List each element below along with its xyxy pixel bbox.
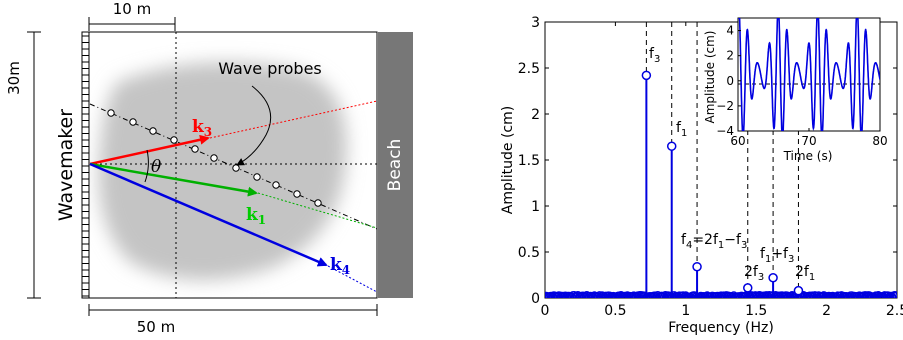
- k3-arrow: [89, 134, 210, 166]
- inset-ytick-label: 4: [726, 24, 734, 38]
- peak-label-f4: f4=2f1−f3: [681, 232, 747, 251]
- spectrum-ytick-label: 2: [531, 107, 540, 123]
- wave-probe: [272, 181, 280, 189]
- peak-label-f3: f3: [649, 46, 660, 65]
- spectrum-ytick-label: 0: [531, 291, 540, 307]
- inset-ylabel: Amplitude (cm): [703, 31, 717, 124]
- wavemaker-paddles: [81, 31, 90, 299]
- wave-probe: [149, 127, 157, 135]
- wave-probes-label: Wave probes: [218, 59, 322, 78]
- wave-probe: [253, 173, 261, 181]
- inset-series: [738, 18, 880, 131]
- wave-probe: [191, 145, 199, 153]
- wave-probe: [129, 118, 137, 126]
- spectrum-peaks: [641, 70, 804, 298]
- inset-xlabel: Time (s): [783, 149, 833, 163]
- spectrum-xtick-label: 1: [681, 303, 690, 319]
- inset-ytick-label: −4: [716, 124, 734, 138]
- spectrum-chart: 0 0.5 1 1.5 2 2.5 0 0.5 1 1.5 2 2.5 3 Frequency (Hz)…: [500, 15, 903, 336]
- spectrum-sample: [788, 291, 797, 298]
- k1-arrow: [89, 162, 258, 197]
- spectrum-ylabel: Amplitude (cm): [500, 106, 516, 214]
- k1-label: k1: [246, 205, 266, 227]
- spectrum-ytick-label: 3: [531, 15, 540, 31]
- spectrum-ytick-label: 1.5: [518, 153, 540, 169]
- inset-ticks: 60 70 80 −4 −2 0 2 4: [716, 24, 887, 148]
- wavemaker-label: Wavemaker: [55, 109, 77, 221]
- spectrum-xtick-label: 1.5: [745, 303, 767, 319]
- inset-ytick-label: 2: [726, 49, 734, 63]
- wave-probe: [232, 164, 240, 172]
- theta-label: θ: [151, 157, 161, 177]
- wave-tank-schematic: 10 m 30m Wavemaker 50 m Beach: [5, 0, 413, 336]
- inset-xtick-label: 60: [730, 134, 745, 148]
- probe-pointer: [236, 85, 272, 166]
- spectrum-xtick-label: 2.5: [886, 303, 903, 319]
- spectrum-series: [545, 291, 897, 298]
- inset-ytick-label: −2: [716, 99, 734, 113]
- spectrum-xtick-label: 2: [822, 303, 831, 319]
- peak-marker-f1+f3: [768, 273, 778, 283]
- peak-label-f1-plus-f3: f1+f3: [760, 246, 794, 265]
- k1-continuation: [257, 192, 378, 229]
- wave-probe: [210, 154, 218, 162]
- k4-continuation: [327, 265, 378, 293]
- peak-marker-f3: [641, 70, 652, 81]
- spectrum-xtick-label: 0: [541, 303, 550, 319]
- time-series-inset: 60 70 80 −4 −2 0 2 4 Time (s) Amplitude (cm): [703, 17, 888, 163]
- spectrum-ytick-label: 2.5: [518, 61, 540, 77]
- wave-probe: [170, 136, 178, 144]
- spectrum-xlabel: Frequency (Hz): [668, 320, 774, 336]
- theta-arc: [144, 149, 149, 183]
- inset-xtick-label: 70: [801, 134, 816, 148]
- spectrum-ytick-label: 1: [531, 199, 540, 215]
- wave-probe: [314, 199, 322, 207]
- k3-continuation: [209, 100, 378, 139]
- spectrum-xtick-label: 0.5: [604, 303, 626, 319]
- wave-probe: [107, 109, 115, 117]
- wave-field: [98, 62, 347, 281]
- spectrum-ytick-label: 0.5: [518, 245, 540, 261]
- peak-label-2f1: 2f1: [795, 264, 815, 283]
- peak-marker-f4=2f1−f3: [692, 261, 702, 272]
- beach-label: Beach: [385, 139, 405, 192]
- height-label: 30m: [5, 61, 23, 95]
- k4-arrow: [89, 162, 328, 267]
- inset-ytick-label: 0: [726, 74, 734, 88]
- beach: [378, 32, 413, 298]
- peak-label-2f3: 2f3: [744, 264, 764, 283]
- wave-probe: [293, 190, 301, 198]
- spectrum-sample: [890, 291, 897, 298]
- peak-marker-2f3: [743, 283, 753, 293]
- inset-waveform: [738, 18, 880, 131]
- inset-xtick-label: 80: [872, 134, 887, 148]
- peak-marker-f1: [666, 141, 677, 151]
- peak-marker-2f1: [793, 285, 804, 296]
- k3-label: k3: [192, 117, 212, 139]
- width-top-label: 10 m: [113, 0, 151, 18]
- k4-label: k4: [330, 255, 350, 277]
- width-bottom-label: 50 m: [137, 318, 175, 336]
- peak-label-f1: f1: [676, 120, 687, 139]
- wave-probes: [107, 109, 322, 207]
